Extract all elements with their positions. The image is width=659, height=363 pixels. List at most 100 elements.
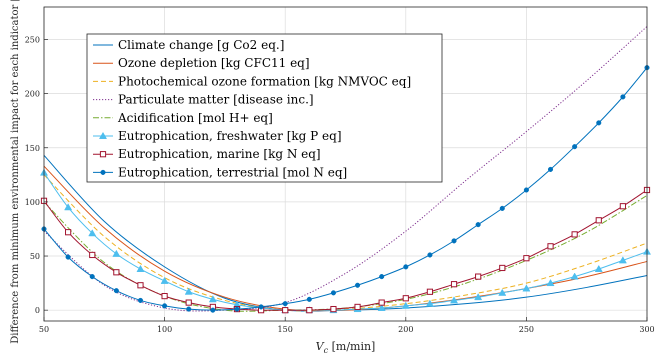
series-line — [43, 174, 648, 312]
triangle-marker — [401, 301, 410, 309]
series-3 — [43, 174, 648, 312]
circle-marker — [451, 238, 457, 244]
series-5 — [43, 194, 648, 312]
square-marker — [185, 299, 192, 306]
circle-marker — [499, 205, 505, 211]
triangle-marker — [594, 264, 603, 272]
circle-marker — [427, 252, 433, 258]
triangle-marker — [425, 299, 434, 307]
square-marker — [426, 288, 434, 295]
legend-entry: Eutrophication, terrestrial [mol N eq] — [93, 165, 347, 179]
x-tick-label: 50 — [39, 325, 49, 334]
legend-label: Acidification [mol H+ eq] — [117, 111, 273, 125]
triangle-marker — [64, 203, 73, 211]
triangle-marker — [474, 293, 483, 301]
circle-marker — [379, 274, 385, 280]
triangle-marker — [377, 303, 386, 311]
y-tick-label: 50 — [30, 252, 40, 261]
square-marker — [402, 295, 409, 302]
series-6 — [39, 168, 652, 314]
triangle-marker — [618, 256, 627, 264]
triangle-marker — [98, 131, 108, 139]
legend-label: Photochemical ozone formation [kg NMVOC … — [118, 74, 411, 88]
legend: Climate change [g Co2 eq.] Ozone depletio… — [86, 33, 443, 183]
circle-marker — [162, 303, 168, 309]
x-tick-label: 200 — [398, 325, 413, 334]
square-marker — [161, 292, 168, 300]
x-tick-label: 100 — [157, 325, 172, 334]
circle-marker — [330, 290, 336, 296]
legend-entry: Particulate matter [disease inc.] — [93, 93, 314, 107]
circle-marker — [306, 296, 312, 302]
circle-marker — [234, 306, 240, 312]
circle-marker — [475, 222, 481, 228]
x-tick-label: 150 — [278, 325, 293, 334]
y-tick-label: 100 — [25, 198, 40, 207]
legend-label: Eutrophication, marine [kg N eq] — [118, 147, 321, 161]
square-marker — [113, 269, 120, 276]
y-tick-label: 200 — [25, 90, 40, 99]
triangle-marker — [522, 284, 531, 292]
triangle-marker — [546, 278, 555, 287]
square-marker — [595, 217, 602, 224]
square-marker — [89, 251, 96, 259]
square-marker — [137, 282, 144, 289]
circle-marker — [186, 306, 192, 312]
square-marker — [619, 203, 626, 210]
circle-marker — [100, 169, 106, 175]
y-tick-label: 150 — [25, 144, 40, 153]
square-marker — [282, 307, 289, 314]
circle-marker — [620, 94, 626, 100]
triangle-marker — [112, 249, 121, 257]
legend-label: Particulate matter [disease inc.] — [118, 93, 314, 107]
legend-entry: Ozone depletion [kg CFC11 eq] — [93, 56, 310, 70]
circle-marker — [65, 254, 71, 260]
legend-label: Eutrophication, terrestrial [mol N eq] — [118, 165, 347, 179]
plot-frame — [43, 6, 648, 322]
circle-marker — [523, 187, 529, 193]
circle-marker — [282, 301, 288, 307]
legend-entry: Photochemical ozone formation [kg NMVOC … — [93, 74, 411, 88]
square-marker — [65, 229, 72, 236]
square-marker — [523, 255, 530, 262]
square-marker — [450, 281, 458, 288]
square-marker — [571, 231, 578, 238]
x-tick-label: 300 — [639, 325, 654, 334]
legend-box — [86, 33, 443, 183]
circle-marker — [547, 166, 554, 172]
x-tick-label: 250 — [519, 325, 534, 334]
series-lines — [39, 26, 652, 314]
legend-label: Ozone depletion [kg CFC11 eq] — [118, 56, 310, 70]
circle-marker — [596, 120, 602, 126]
square-marker — [330, 305, 337, 313]
triangle-marker — [136, 264, 145, 272]
circle-marker — [572, 144, 578, 150]
circle-marker — [403, 264, 409, 270]
legend-entry: Climate change [g Co2 eq.] — [93, 38, 284, 52]
circle-marker — [355, 282, 361, 288]
triangle-marker — [184, 287, 193, 295]
series-8 — [41, 65, 650, 313]
triangle-marker — [450, 296, 459, 304]
legend-entry: Eutrophication, marine [kg N eq] — [93, 147, 321, 161]
legend-label: Eutrophication, freshwater [kg P eq] — [118, 129, 342, 143]
square-marker — [354, 303, 361, 311]
square-marker — [306, 307, 313, 314]
circle-marker — [113, 288, 119, 294]
triangle-marker — [498, 288, 507, 296]
triangle-marker — [88, 229, 97, 237]
circle-marker — [137, 297, 144, 303]
triangle-marker — [570, 272, 579, 280]
triangle-marker — [160, 276, 169, 284]
series-line — [43, 194, 648, 312]
y-tick-label: 0 — [35, 306, 40, 315]
x-axis-label: Vc [m/min] — [316, 340, 376, 355]
square-marker — [475, 273, 482, 280]
legend-entry: Eutrophication, freshwater [kg P eq] — [93, 129, 342, 143]
circle-marker — [89, 274, 95, 280]
circle-marker — [258, 304, 264, 310]
circle-marker — [210, 307, 216, 313]
y-axis-label: Difference from minimum environmental im… — [10, 0, 21, 344]
